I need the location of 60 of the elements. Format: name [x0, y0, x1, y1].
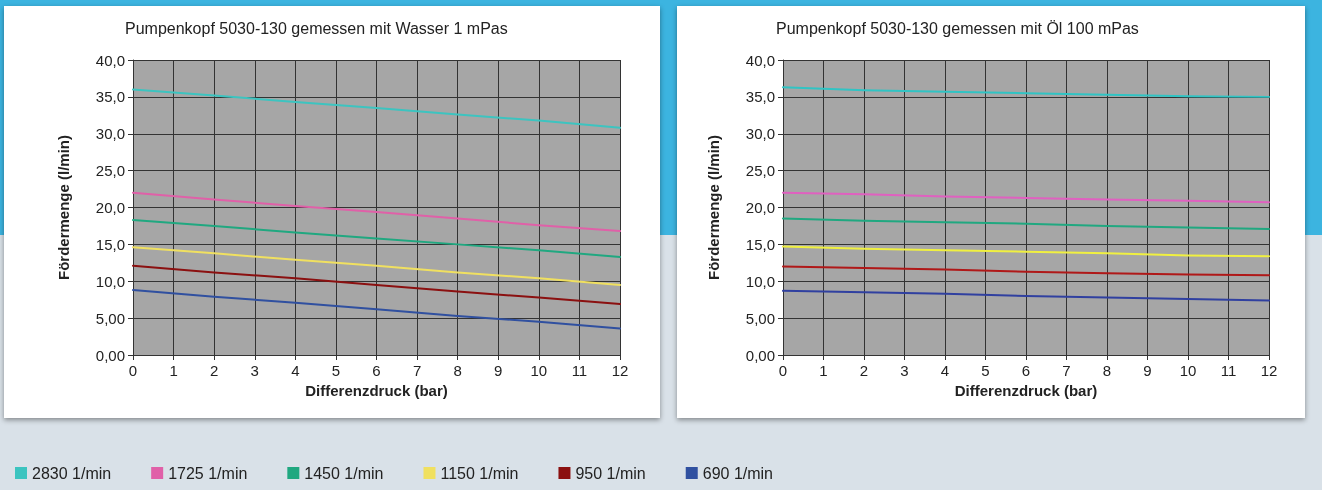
x-tick-label: 3 [250, 362, 259, 379]
x-tick-label: 12 [1260, 362, 1278, 379]
legend-label: 1450 1/min [304, 464, 384, 482]
x-axis-title: Differenzdruck (bar) [305, 382, 448, 399]
chart-title: Pumpenkopf 5030-130 gemessen mit Öl 100 mPas [776, 19, 1139, 37]
x-tick-label: 6 [372, 362, 381, 379]
y-tick-label: 20,0 [95, 199, 125, 216]
legend-label: 2830 1/min [32, 464, 112, 482]
y-tick-label: 5,00 [745, 309, 775, 327]
x-tick-label: 9 [1143, 362, 1152, 379]
x-tick-label: 11 [571, 362, 588, 379]
x-axis-title: Differenzdruck (bar) [954, 382, 1098, 399]
x-tick-label: 1 [169, 362, 178, 379]
x-tick-label: 4 [940, 362, 950, 379]
x-tick-label: 7 [412, 362, 422, 379]
line-series [782, 191, 1270, 204]
x-tick-label: 8 [1102, 362, 1112, 379]
x-tick-label: 12 [611, 362, 629, 379]
y-tick-label: 0,00 [95, 346, 125, 364]
x-tick-label: 2 [209, 362, 219, 379]
y-tick-label: 0,00 [745, 346, 775, 364]
x-tick-label: 8 [453, 362, 462, 379]
legend-label: 950 1/min [575, 464, 646, 482]
x-tick-label: 7 [1062, 362, 1071, 379]
y-tick-label: 10,0 [95, 272, 125, 290]
line-series [782, 289, 1270, 302]
y-axis-title: Fördermenge (l/min) [705, 134, 722, 281]
y-tick-label: 35,0 [95, 88, 125, 106]
y-tick-label: 30,0 [95, 125, 125, 143]
x-tick-label: 11 [1220, 362, 1237, 379]
x-tick-label: 10 [530, 362, 548, 379]
x-tick-label: 10 [1179, 362, 1197, 379]
legend-label: 1150 1/min [440, 464, 519, 482]
y-tick-label: 25,0 [95, 162, 125, 180]
x-tick-label: 1 [819, 362, 828, 379]
y-tick-label: 20,0 [745, 199, 775, 216]
x-tick-label: 9 [494, 362, 503, 379]
x-tick-label: 2 [859, 362, 869, 379]
y-tick-label: 40,0 [95, 51, 125, 69]
x-tick-label: 5 [331, 362, 341, 379]
y-axis-title: Fördermenge (l/min) [55, 134, 72, 281]
x-tick-label: 5 [981, 362, 990, 379]
y-tick-label: 25,0 [745, 162, 775, 180]
y-tick-label: 5,00 [95, 309, 125, 327]
legend-label: 1725 1/min [168, 464, 248, 482]
y-tick-label: 40,0 [745, 51, 775, 69]
line-series [782, 217, 1270, 230]
y-tick-label: 15,0 [745, 235, 775, 253]
y-tick-label: 30,0 [745, 125, 775, 143]
y-tick-label: 35,0 [745, 88, 775, 106]
line-series [782, 265, 1270, 277]
x-tick-label: 0 [778, 362, 788, 379]
x-tick-label: 6 [1021, 362, 1031, 379]
y-tick-label: 15,0 [95, 235, 125, 253]
y-tick-label: 10,0 [745, 272, 775, 290]
legend-label: 690 1/min [702, 464, 773, 482]
x-tick-label: 4 [291, 362, 300, 379]
x-tick-label: 3 [900, 362, 909, 379]
chart-title: Pumpenkopf 5030-130 gemessen mit Wasser 1 mPas [125, 19, 508, 37]
x-tick-label: 0 [128, 362, 138, 379]
